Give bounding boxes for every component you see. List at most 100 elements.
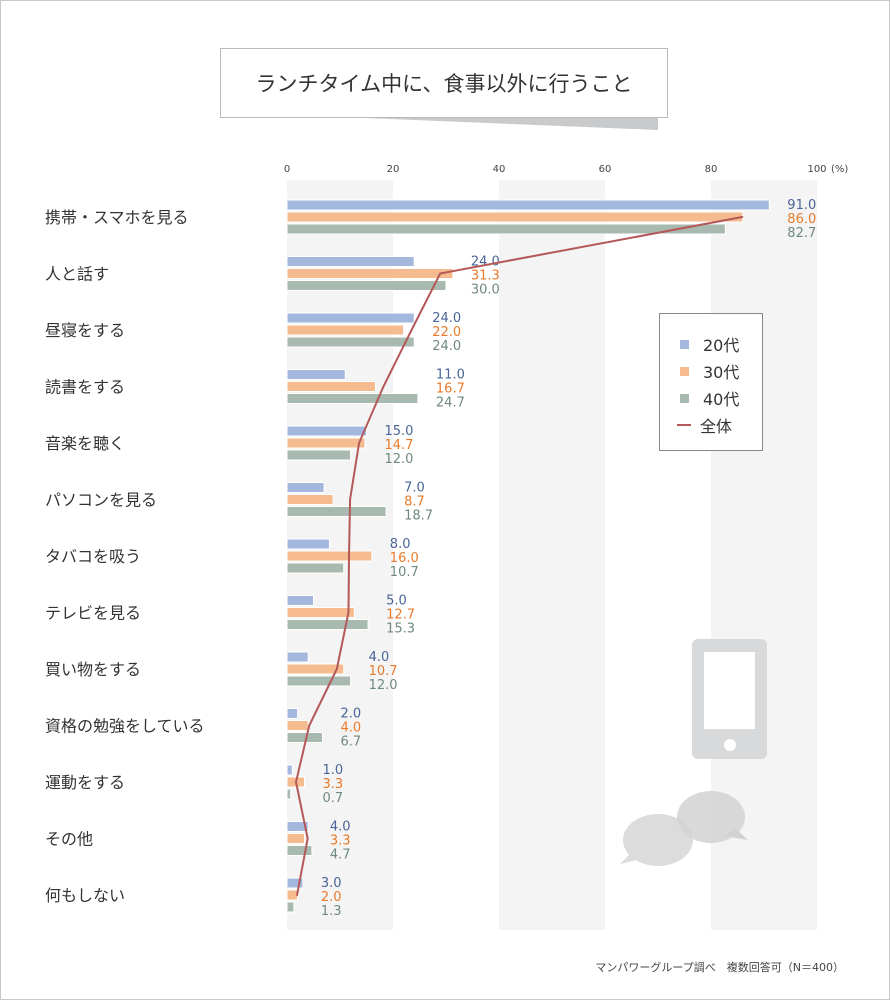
data-label: 16.0	[390, 551, 419, 566]
line-point	[439, 272, 442, 275]
data-label: 12.0	[369, 678, 398, 693]
data-label: 6.7	[341, 735, 362, 750]
bar-30代	[286, 889, 299, 901]
data-label: 3.0	[321, 876, 342, 891]
x-unit-label: (%)	[831, 164, 848, 175]
data-label: 4.0	[341, 721, 362, 736]
chat-bubbles-icon	[623, 814, 693, 866]
line-point	[296, 894, 299, 896]
data-label: 22.0	[432, 325, 461, 340]
category-label: 何もしない	[45, 886, 125, 905]
line-point	[382, 385, 385, 388]
line-point	[358, 442, 361, 444]
bar-20代	[286, 538, 330, 550]
data-label: 5.0	[386, 594, 407, 609]
data-label: 4.0	[330, 820, 351, 835]
data-label: 10.7	[390, 565, 419, 580]
bar-40代	[286, 619, 369, 630]
bar-20代	[286, 821, 309, 832]
data-label: 2.0	[341, 707, 362, 722]
grid-band	[499, 180, 605, 930]
legend-line-all	[677, 424, 691, 426]
line-point	[306, 837, 309, 840]
bar-30代	[286, 437, 366, 449]
data-label: 7.0	[404, 481, 425, 496]
chat-bubble-tail	[724, 828, 748, 840]
line-point	[410, 329, 413, 331]
x-tick-label: 40	[493, 164, 506, 175]
legend-swatch-40s	[680, 393, 689, 403]
legend-swatch-20s	[680, 339, 689, 349]
bar-20代	[286, 877, 304, 889]
legend-item-all: 全体	[677, 413, 733, 437]
line-point	[741, 216, 744, 218]
bar-40代	[286, 901, 295, 913]
line-point	[347, 611, 350, 614]
category-label: 資格の勉強をしている	[45, 717, 205, 736]
data-label: 15.0	[385, 424, 414, 439]
bar-30代	[286, 607, 355, 618]
x-tick-label: 100	[807, 164, 826, 175]
x-tick-label: 80	[705, 164, 718, 175]
data-label: 8.7	[404, 495, 425, 510]
line-point	[348, 555, 351, 557]
data-label: 24.0	[432, 339, 461, 354]
bar-30代	[286, 663, 345, 675]
x-tick-label: 0	[284, 164, 290, 175]
data-label: 11.0	[436, 368, 465, 383]
category-label: タバコを吸う	[45, 547, 141, 566]
category-label: 運動をする	[45, 773, 125, 792]
bar-20代	[286, 651, 309, 663]
line-point	[295, 781, 298, 783]
chat-bubble-tail	[620, 852, 646, 864]
smartphone-button	[724, 739, 736, 751]
bar-20代	[286, 764, 293, 776]
data-label: 12.7	[386, 608, 415, 623]
legend-swatch-30s	[680, 366, 689, 376]
data-label: 4.7	[330, 848, 351, 863]
data-label: 12.0	[385, 452, 414, 467]
bar-20代	[286, 199, 770, 211]
bar-20代	[286, 256, 415, 267]
data-label: 0.7	[322, 791, 343, 806]
category-label: 携帯・スマホを見る	[45, 208, 189, 227]
data-label: 8.0	[390, 537, 411, 552]
data-label: 3.3	[322, 777, 343, 792]
legend-label: 30代	[703, 363, 740, 382]
legend-label: 全体	[700, 417, 733, 436]
bar-30代	[286, 833, 305, 844]
data-label: 30.0	[471, 283, 500, 298]
chart-title-text: ランチタイム中に、食事以外に行うこと	[255, 72, 633, 96]
data-label: 4.0	[369, 650, 390, 665]
line-point	[308, 724, 311, 727]
legend: 20代 30代 40代 全体	[659, 313, 763, 451]
bar-20代	[286, 369, 346, 380]
bar-30代	[286, 268, 454, 279]
legend-item-30s: 30代	[680, 359, 739, 383]
source-note: マンパワーグループ調べ 複数回答可（N＝400）	[595, 961, 844, 974]
category-label: 読書をする	[45, 378, 125, 397]
smartphone-screen	[704, 652, 755, 729]
category-label: テレビを見る	[45, 604, 141, 623]
bar-30代	[286, 550, 373, 562]
data-label: 16.7	[436, 382, 465, 397]
bar-40代	[286, 845, 313, 856]
data-label: 10.7	[369, 664, 398, 679]
bar-40代	[286, 223, 726, 235]
data-label: 1.3	[321, 904, 342, 919]
chat-bubble-2	[677, 791, 745, 843]
x-tick-label: 60	[599, 164, 612, 175]
legend-label: 20代	[703, 336, 740, 355]
data-label: 31.3	[471, 269, 500, 284]
data-label: 15.3	[386, 622, 415, 637]
bar-30代	[286, 324, 405, 336]
bar-20代	[286, 482, 325, 493]
data-label: 1.0	[322, 763, 343, 778]
bar-40代	[286, 562, 345, 574]
category-label: 昼寝をする	[45, 321, 125, 340]
legend-label: 40代	[703, 390, 740, 409]
data-label: 82.7	[787, 226, 816, 241]
bar-20代	[286, 708, 299, 719]
bar-40代	[286, 280, 447, 291]
